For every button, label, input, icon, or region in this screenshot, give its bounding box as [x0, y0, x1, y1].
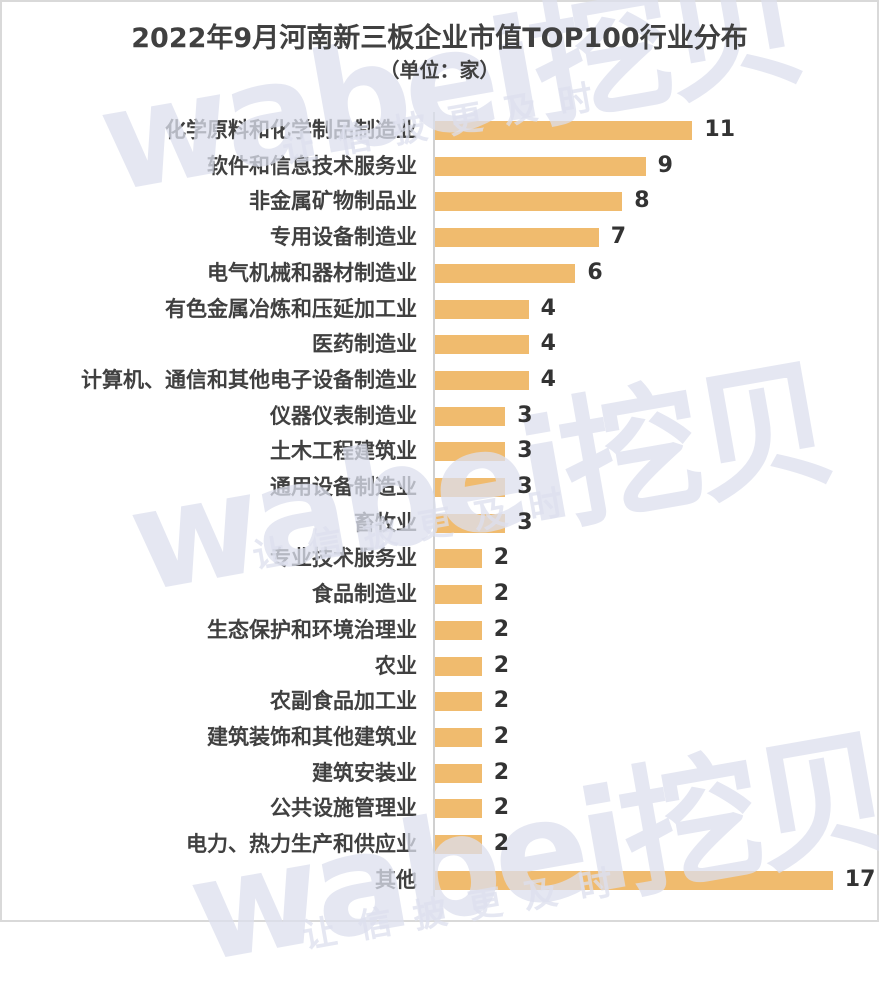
category-label: 电气机械和器材制造业	[207, 260, 417, 285]
bar-row: 通用设备制造业 3	[0, 469, 879, 505]
bar	[435, 513, 506, 533]
category-label: 专业技术服务业	[270, 546, 417, 571]
bar-row: 医药制造业 4	[0, 326, 879, 362]
bar	[435, 156, 646, 176]
category-label: 土木工程建筑业	[270, 439, 417, 464]
value-label: 17	[844, 866, 876, 892]
category-label: 建筑安装业	[312, 760, 417, 785]
bar	[435, 228, 599, 248]
bar-row: 农业 2	[0, 648, 879, 684]
category-label: 仪器仪表制造业	[270, 403, 417, 428]
value-label: 4	[540, 331, 556, 357]
category-label: 计算机、通信和其他电子设备制造业	[81, 367, 417, 392]
category-label: 畜牧业	[354, 510, 417, 535]
category-label: 软件和信息技术服务业	[207, 153, 417, 178]
value-label: 9	[657, 152, 673, 178]
value-label: 7	[610, 224, 627, 250]
bar-row: 其他 17	[0, 862, 879, 898]
value-label: 2	[493, 545, 510, 571]
bar-row: 建筑装饰和其他建筑业 2	[0, 719, 879, 755]
bar-row: 生态保护和环境治理业 2	[0, 612, 879, 648]
category-label: 其他	[375, 867, 417, 892]
category-label: 公共设施管理业	[270, 796, 417, 821]
category-label: 农业	[375, 653, 417, 678]
category-label: 电力、热力生产和供应业	[186, 832, 417, 856]
bar-row: 专用设备制造业 7	[0, 219, 879, 255]
bar	[435, 478, 506, 497]
value-label: 2	[493, 616, 510, 642]
value-label: 11	[704, 117, 736, 142]
bar	[435, 727, 482, 747]
value-label: 4	[540, 366, 556, 392]
bar	[435, 442, 506, 462]
bar	[435, 692, 482, 712]
bar-row: 软件和信息技术服务业 9	[0, 148, 879, 184]
bar	[435, 763, 482, 783]
bar-row: 畜牧业 3	[0, 505, 879, 541]
value-label: 2	[493, 759, 510, 785]
bar-row: 建筑安装业 2	[0, 755, 879, 791]
value-label: 4	[540, 295, 556, 321]
category-label: 有色金属冶炼和压延加工业	[165, 296, 417, 321]
bar	[435, 799, 482, 819]
bar	[435, 620, 482, 640]
value-label: 3	[517, 474, 533, 499]
bar-row: 专业技术服务业 2	[0, 540, 879, 576]
value-label: 2	[493, 795, 510, 821]
value-label: 2	[493, 581, 510, 607]
category-label: 非金属矿物制品业	[249, 189, 417, 214]
bar	[435, 335, 529, 355]
bar	[435, 263, 576, 283]
bar	[435, 549, 482, 569]
category-label: 医药制造业	[312, 332, 417, 357]
category-label: 通用设备制造业	[270, 475, 417, 499]
bar-row: 化学原料和化学制品制造业 11	[0, 112, 879, 148]
bar	[435, 406, 506, 426]
value-label: 2	[493, 831, 510, 856]
value-label: 6	[587, 259, 603, 285]
category-label: 生态保护和环境治理业	[207, 617, 417, 642]
chart-subtitle: （单位：家）	[379, 58, 500, 82]
bar-row: 计算机、通信和其他电子设备制造业 4	[0, 362, 879, 398]
value-label: 2	[493, 688, 510, 714]
category-label: 建筑装饰和其他建筑业	[207, 724, 417, 749]
bar	[435, 299, 529, 319]
bar-row: 仪器仪表制造业 3	[0, 398, 879, 434]
bar	[435, 835, 482, 854]
bar	[435, 370, 529, 390]
value-label: 8	[634, 188, 650, 214]
value-label: 2	[493, 723, 510, 749]
bar	[435, 121, 693, 140]
bar-row: 公共设施管理业 2	[0, 790, 879, 826]
category-label: 化学原料和化学制品制造业	[165, 118, 417, 142]
value-label: 3	[517, 509, 533, 535]
chart-title: 2022年9月河南新三板企业市值TOP100行业分布	[131, 23, 748, 54]
bar	[435, 192, 623, 212]
bar-row: 农副食品加工业 2	[0, 683, 879, 719]
bar-row: 电力、热力生产和供应业 2	[0, 826, 879, 862]
bar-row: 有色金属冶炼和压延加工业 4	[0, 291, 879, 327]
bar	[435, 870, 833, 890]
category-label: 农副食品加工业	[270, 689, 417, 714]
category-label: 食品制造业	[312, 582, 417, 607]
bar-row: 食品制造业 2	[0, 576, 879, 612]
bar	[435, 585, 482, 605]
bar-row: 非金属矿物制品业 8	[0, 183, 879, 219]
bar-row: 土木工程建筑业 3	[0, 433, 879, 469]
category-label: 专用设备制造业	[270, 225, 417, 250]
value-label: 3	[517, 402, 533, 428]
value-label: 2	[493, 652, 510, 678]
bar-row: 电气机械和器材制造业 6	[0, 255, 879, 291]
y-axis-line	[433, 112, 435, 897]
value-label: 3	[517, 438, 533, 464]
bar	[435, 656, 482, 676]
